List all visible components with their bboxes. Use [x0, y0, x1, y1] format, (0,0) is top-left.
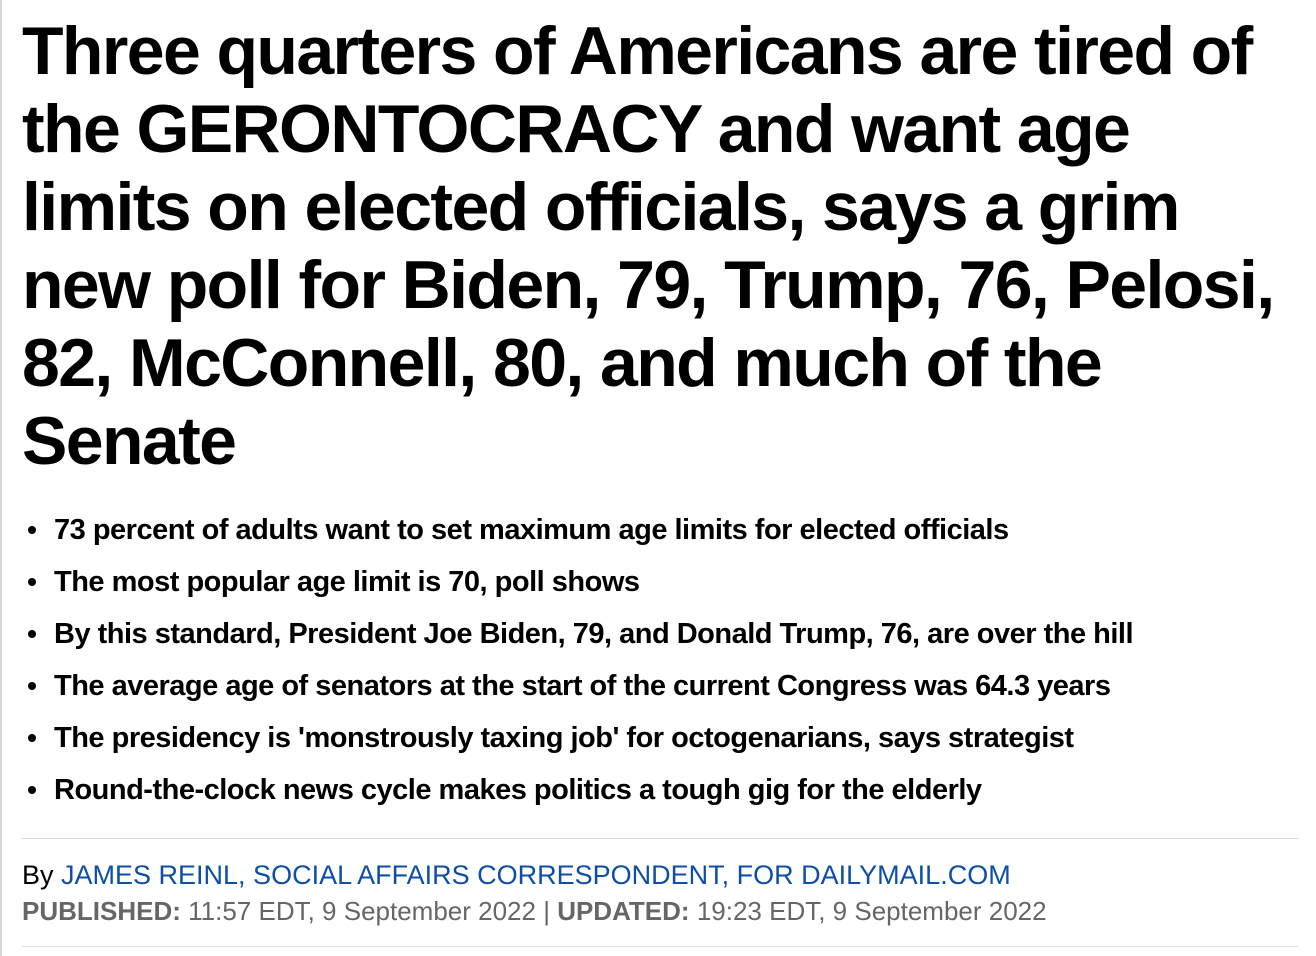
byline-divider-top — [22, 838, 1298, 839]
summary-bullet-text: Round-the-clock news cycle makes politic… — [54, 774, 982, 806]
bullet-dot-icon — [28, 578, 36, 586]
bullet-dot-icon — [28, 526, 36, 534]
summary-bullet-text: The most popular age limit is 70, poll s… — [54, 566, 640, 598]
updated-label: UPDATED: — [557, 896, 690, 926]
summary-bullet-text: The average age of senators at the start… — [54, 670, 1111, 702]
updated-timestamp: 19:23 EDT, 9 September 2022 — [689, 896, 1047, 926]
summary-bullet: Round-the-clock news cycle makes politic… — [22, 764, 1298, 816]
byline-divider-bottom — [22, 946, 1298, 947]
summary-bullet: The average age of senators at the start… — [22, 660, 1298, 712]
bullet-dot-icon — [28, 630, 36, 638]
summary-bullet: By this standard, President Joe Biden, 7… — [22, 608, 1298, 660]
byline-prefix: By — [22, 860, 62, 890]
bullet-dot-icon — [28, 786, 36, 794]
bullet-dot-icon — [28, 734, 36, 742]
left-border — [0, 0, 2, 956]
byline: By JAMES REINL, SOCIAL AFFAIRS CORRESPON… — [22, 858, 1011, 892]
dateline-separator: | — [535, 896, 558, 926]
published-label: PUBLISHED: — [22, 896, 181, 926]
summary-bullet: The presidency is 'monstrously taxing jo… — [22, 712, 1298, 764]
summary-bullet: The most popular age limit is 70, poll s… — [22, 556, 1298, 608]
summary-bullet-text: 73 percent of adults want to set maximum… — [54, 514, 1009, 546]
summary-bullet: 73 percent of adults want to set maximum… — [22, 504, 1298, 556]
headline: Three quarters of Americans are tired of… — [22, 13, 1275, 479]
dateline: PUBLISHED: 11:57 EDT, 9 September 2022 |… — [22, 894, 1047, 928]
author-link[interactable]: JAMES REINL, SOCIAL AFFAIRS CORRESPONDEN… — [61, 860, 1011, 890]
bullet-dot-icon — [28, 682, 36, 690]
summary-bullet-list: 73 percent of adults want to set maximum… — [22, 504, 1298, 816]
summary-bullet-text: The presidency is 'monstrously taxing jo… — [54, 722, 1074, 754]
published-timestamp: 11:57 EDT, 9 September 2022 — [180, 896, 536, 926]
article-header: Three quarters of Americans are tired of… — [22, 0, 1298, 816]
summary-bullet-text: By this standard, President Joe Biden, 7… — [54, 618, 1134, 650]
